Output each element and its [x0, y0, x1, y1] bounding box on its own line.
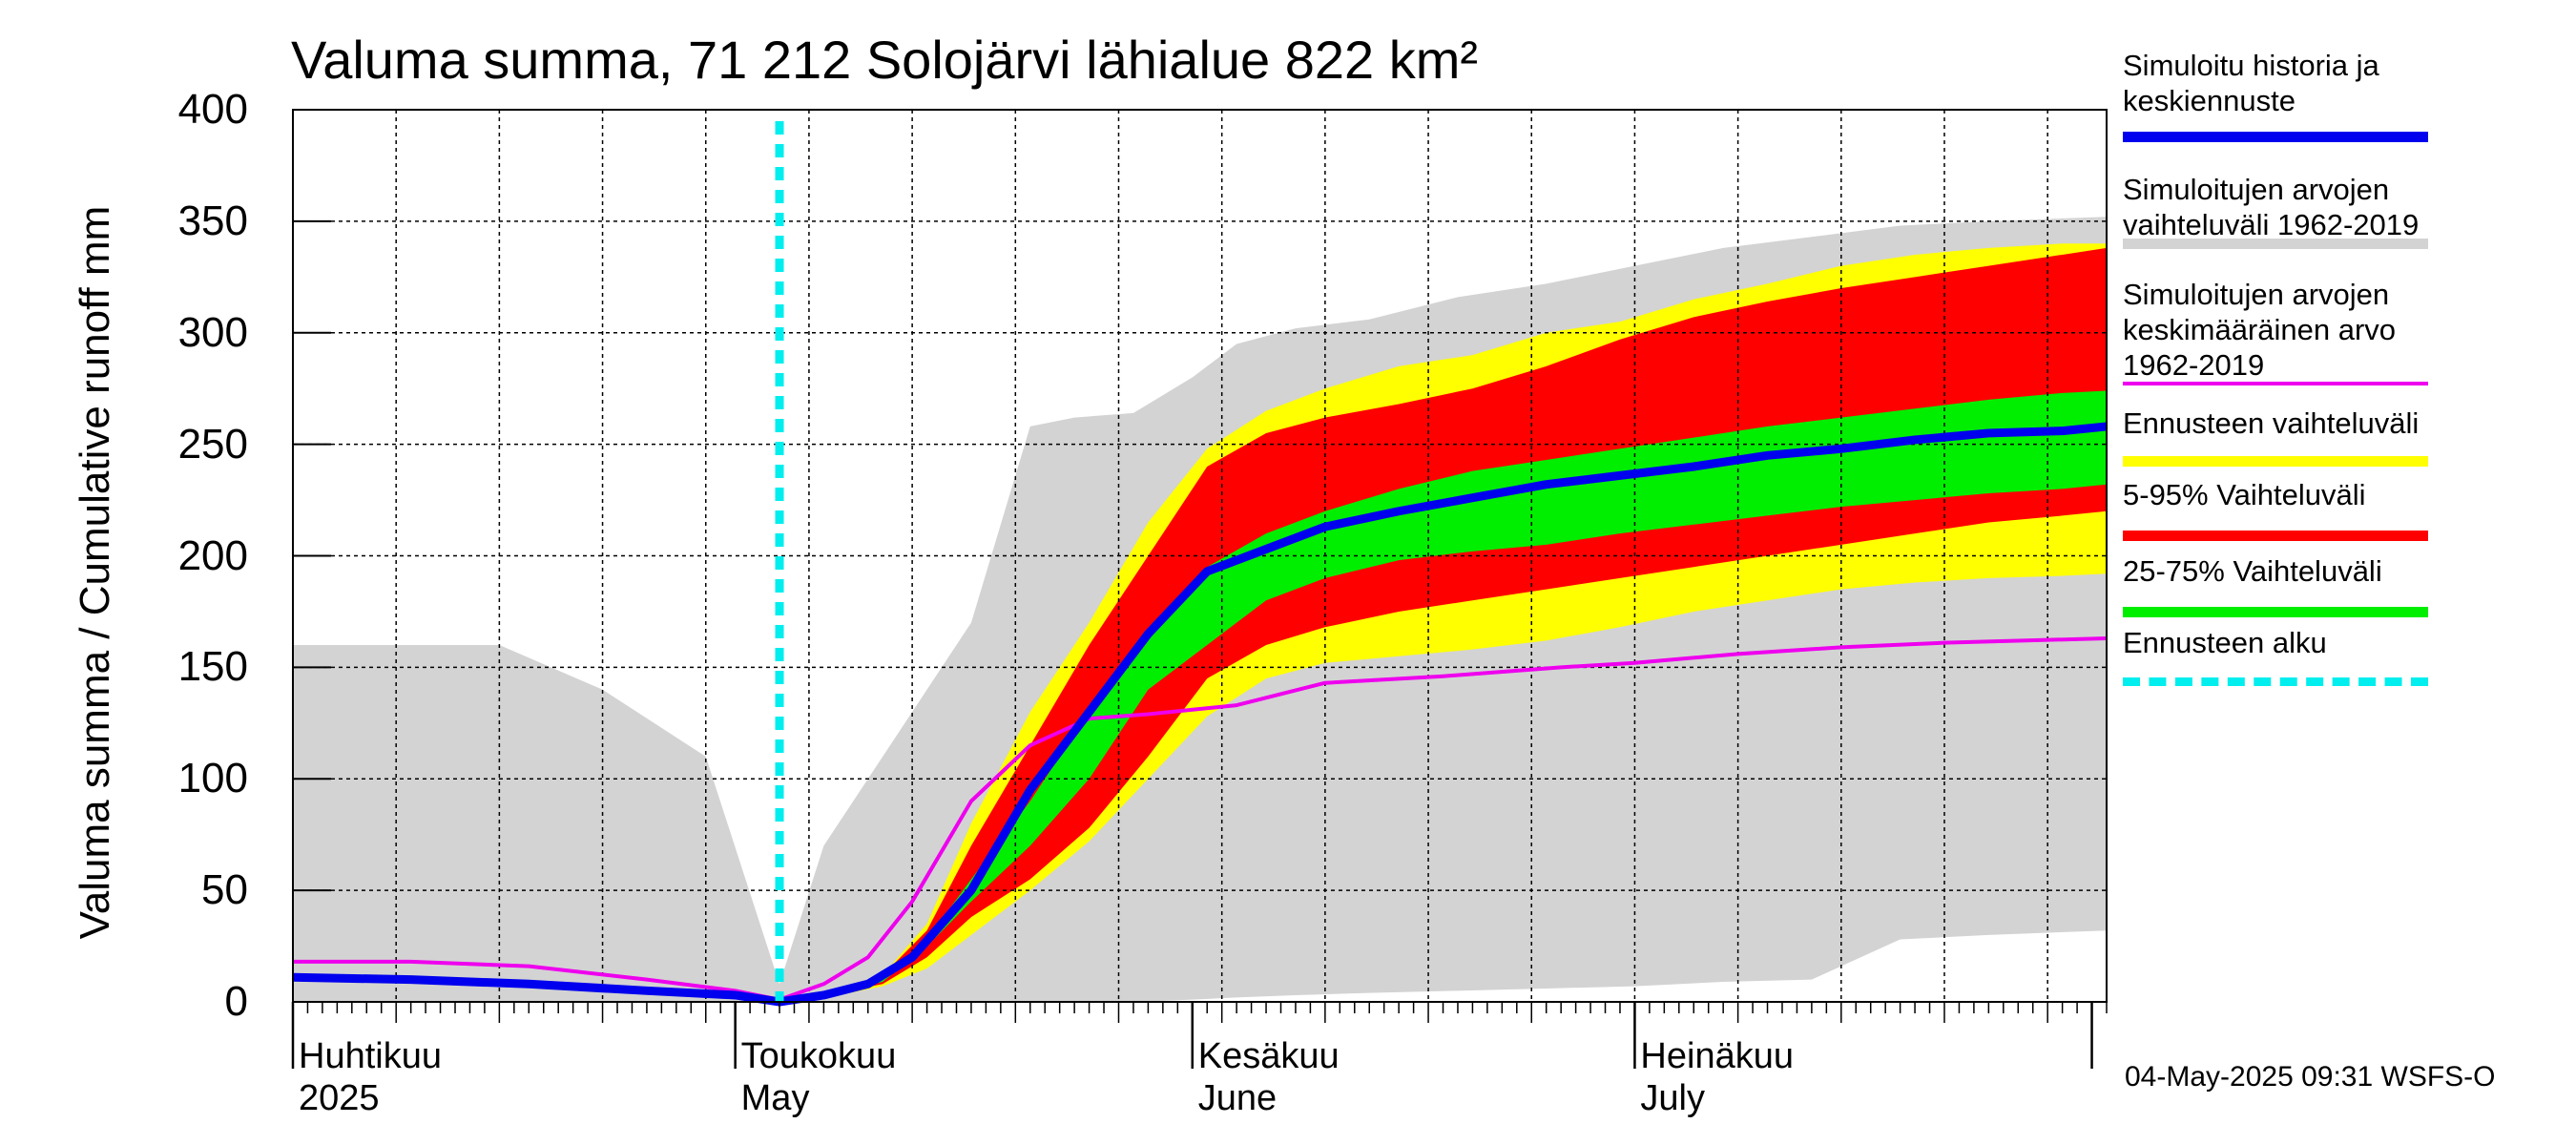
month-label-en: July	[1640, 1078, 1705, 1118]
month-label-en: June	[1197, 1078, 1278, 1118]
month-label-fi: Heinäkuu	[1640, 1036, 1794, 1076]
legend-label: Ennusteen alku	[2123, 626, 2327, 659]
chart-title: Valuma summa, 71 212 Solojärvi lähialue …	[291, 30, 1479, 90]
y-tick-label: 250	[177, 420, 248, 468]
legend-label: Ennusteen vaihteluväli	[2123, 406, 2420, 440]
month-label: Huhtikuu 2025	[299, 1035, 442, 1119]
y-axis-label: Valuma summa / Cumulative runoff mm	[72, 205, 118, 940]
legend-swatch	[2123, 132, 2428, 142]
timestamp-footer: 04-May-2025 09:31 WSFS-O	[2125, 1061, 2496, 1093]
y-tick-label: 200	[177, 531, 248, 579]
chart-lines	[292, 121, 2108, 1007]
legend-swatch	[2123, 382, 2428, 385]
series-line-0	[293, 635, 2108, 1002]
y-tick-label: 400	[177, 86, 248, 133]
legend-swatch	[2123, 677, 2428, 686]
legend-label: Simuloitujen arvojen vaihteluväli 1962-2…	[2123, 173, 2420, 241]
chart-bands	[293, 217, 2107, 1002]
legend-swatch	[2123, 456, 2428, 467]
month-label-fi: Kesäkuu	[1197, 1036, 1340, 1076]
y-tick-label: 350	[177, 197, 248, 244]
month-label-en: 2025	[299, 1078, 380, 1118]
month-label: Toukokuu May	[741, 1035, 897, 1119]
legend-item: Simuloitujen arvojen keskimääräinen arvo…	[2123, 277, 2571, 383]
y-tick-label: 50	[201, 866, 248, 914]
legend-label: 5-95% Vaihteluväli	[2123, 478, 2366, 511]
legend-swatch	[2123, 531, 2428, 541]
legend-label: Simuloitujen arvojen keskimääräinen arvo…	[2123, 278, 2397, 382]
chart-grid	[293, 109, 2107, 1003]
legend-item: 25-75% Vaihteluväli	[2123, 553, 2571, 589]
legend-item: Simuloitujen arvojen vaihteluväli 1962-2…	[2123, 172, 2571, 242]
chart-axes	[291, 109, 2108, 1069]
series-line-1	[292, 422, 2108, 1007]
legend-label: Simuloitu historia ja keskiennuste	[2123, 49, 2379, 117]
legend-swatch	[2123, 607, 2428, 617]
legend-item: Ennusteen alku	[2123, 625, 2571, 660]
legend-label: 25-75% Vaihteluväli	[2123, 554, 2382, 588]
y-tick-label: 150	[177, 643, 248, 691]
y-tick-label: 100	[177, 755, 248, 802]
month-label: Heinäkuu July	[1640, 1035, 1794, 1119]
legend-item: Ennusteen vaihteluväli	[2123, 406, 2571, 441]
month-label: Kesäkuu June	[1198, 1035, 1340, 1119]
band-3	[779, 390, 2107, 1002]
month-label-fi: Huhtikuu	[299, 1036, 442, 1076]
legend-item: 5-95% Vaihteluväli	[2123, 477, 2571, 512]
legend-swatch	[2123, 239, 2428, 249]
legend-item: Simuloitu historia ja keskiennuste	[2123, 48, 2571, 118]
month-label-fi: Toukokuu	[740, 1036, 897, 1076]
y-tick-label: 300	[177, 308, 248, 356]
y-tick-label: 0	[224, 978, 248, 1025]
month-label-en: May	[740, 1078, 810, 1118]
